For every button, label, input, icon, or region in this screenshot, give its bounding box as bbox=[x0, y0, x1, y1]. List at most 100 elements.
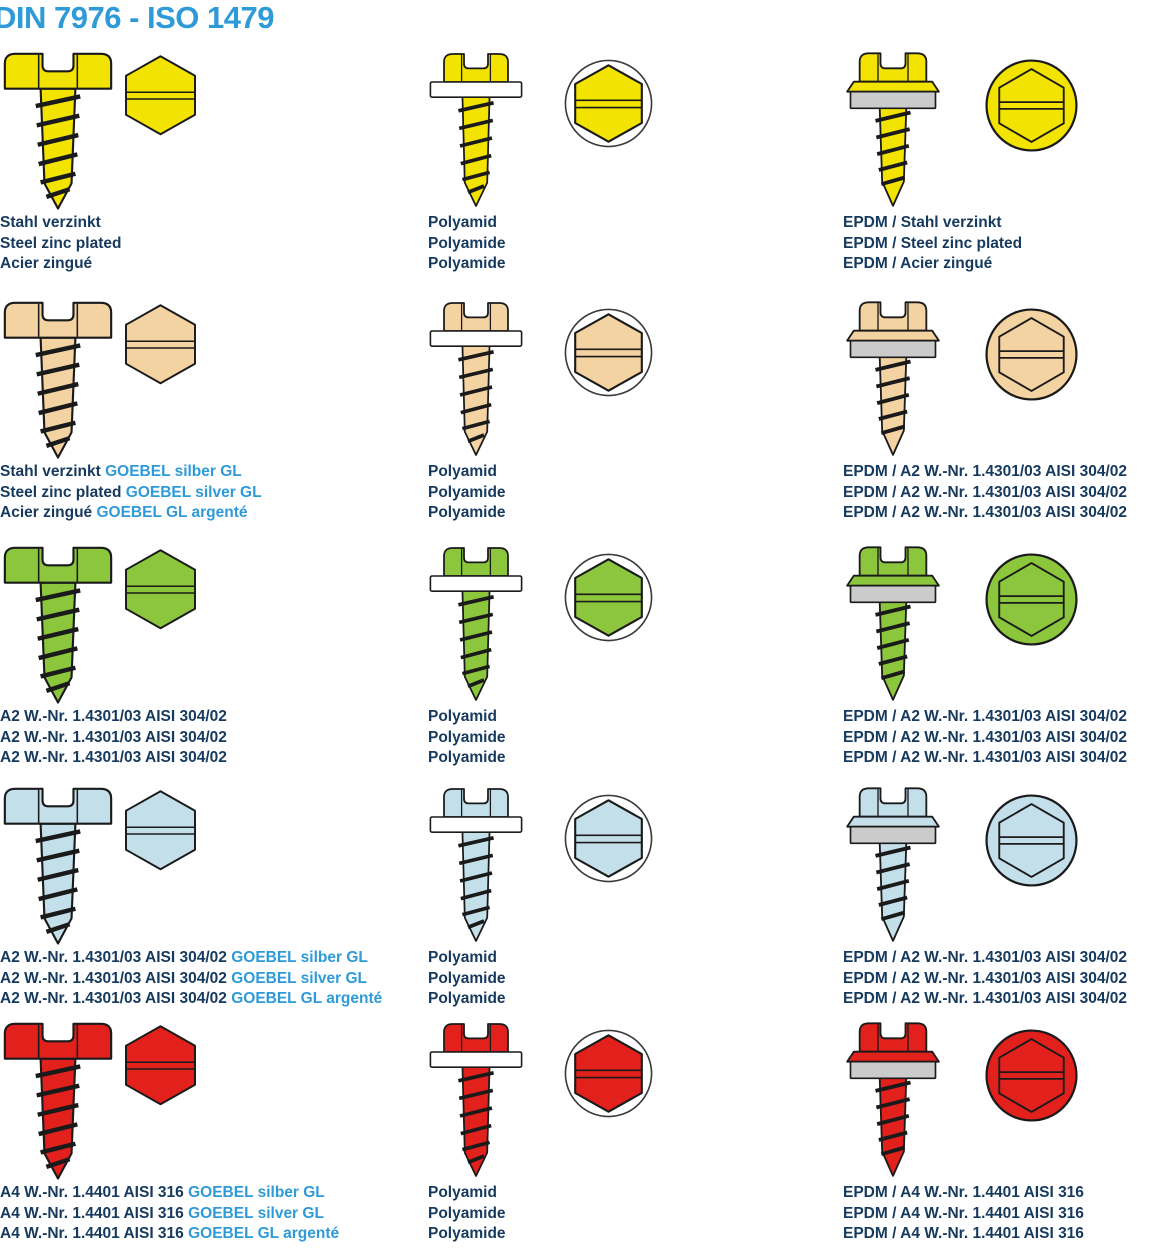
sealing-head-top-icon bbox=[984, 58, 1079, 153]
brand-accent-text: GOEBEL GL argenté bbox=[96, 504, 248, 521]
brand-accent-text: GOEBEL silver GL bbox=[125, 483, 262, 501]
illustration-group bbox=[843, 50, 1160, 208]
brand-accent-text: GOEBEL GL argenté bbox=[231, 990, 383, 1007]
material-text: Acier zingué bbox=[0, 255, 93, 272]
material-text: A2 W.-Nr. 1.4301/03 AISI 304/02 bbox=[0, 708, 227, 725]
material-text: A2 W.-Nr. 1.4301/03 AISI 304/02 bbox=[0, 990, 232, 1007]
slotted-hex-screw-side-icon bbox=[0, 544, 116, 704]
variant-plain-screw: A4 W.-Nr. 1.4401 AISI 316 GOEBEL silber … bbox=[0, 1020, 424, 1242]
material-label-line: Polyamide bbox=[428, 989, 506, 1010]
material-labels: EPDM / A4 W.-Nr. 1.4401 AISI 316 EPDM / … bbox=[843, 1183, 1084, 1245]
material-label-line: Polyamid bbox=[428, 707, 506, 728]
material-text: Acier zingué bbox=[0, 504, 97, 521]
material-label-line: Polyamide bbox=[428, 503, 506, 524]
sealing-screw-side-icon bbox=[843, 1020, 943, 1178]
material-label-line: EPDM / A2 W.-Nr. 1.4301/03 AISI 304/02 bbox=[843, 462, 1127, 483]
material-label-line: Polyamide bbox=[428, 483, 506, 504]
material-label-line: EPDM / A2 W.-Nr. 1.4301/03 AISI 304/02 bbox=[843, 948, 1127, 969]
material-label-line: EPDM / A4 W.-Nr. 1.4401 AISI 316 bbox=[843, 1224, 1084, 1245]
washer-screw-side-icon bbox=[428, 785, 524, 943]
variant-polyamide-washer: Polyamid Polyamide Polyamide bbox=[428, 299, 838, 521]
material-text: Polyamide bbox=[428, 990, 506, 1007]
washer-head-top-icon bbox=[563, 793, 654, 884]
material-text: EPDM / Acier zingué bbox=[843, 255, 993, 272]
variant-plain-screw: Stahl verzinkt GOEBEL silber GL Steel zi… bbox=[0, 299, 424, 521]
sealing-head-top-icon bbox=[984, 793, 1079, 888]
brand-accent-text: GOEBEL silber GL bbox=[231, 949, 368, 966]
variant-plain-screw: A2 W.-Nr. 1.4301/03 AISI 304/02 GOEBEL s… bbox=[0, 785, 424, 1007]
product-row-steel-zinc-goebel: Stahl verzinkt GOEBEL silber GL Steel zi… bbox=[0, 299, 1160, 544]
material-labels: EPDM / A2 W.-Nr. 1.4301/03 AISI 304/02 E… bbox=[843, 948, 1127, 1010]
sealing-head-top-icon bbox=[984, 552, 1079, 647]
material-text: Polyamide bbox=[428, 255, 506, 272]
material-text: A4 W.-Nr. 1.4401 AISI 316 bbox=[0, 1225, 189, 1242]
material-text: Polyamid bbox=[428, 214, 497, 231]
material-label-line: Polyamide bbox=[428, 748, 506, 769]
material-text: Polyamide bbox=[428, 1225, 506, 1242]
material-text: EPDM / Stahl verzinkt bbox=[843, 214, 1002, 231]
material-text: EPDM / A4 W.-Nr. 1.4401 AISI 316 bbox=[843, 1184, 1084, 1201]
variant-plain-screw: A2 W.-Nr. 1.4301/03 AISI 304/02 A2 W.-Nr… bbox=[0, 544, 424, 766]
slotted-hex-screw-side-icon bbox=[0, 50, 116, 210]
material-label-line: Polyamide bbox=[428, 969, 506, 990]
material-label-line: Steel zinc plated GOEBEL silver GL bbox=[0, 483, 262, 504]
sealing-screw-side-icon bbox=[843, 785, 943, 943]
material-label-line: Polyamide bbox=[428, 234, 506, 255]
illustration-group bbox=[0, 299, 424, 459]
material-label-line: Acier zingué GOEBEL GL argenté bbox=[0, 503, 262, 524]
material-labels: A4 W.-Nr. 1.4401 AISI 316 GOEBEL silber … bbox=[0, 1183, 339, 1245]
material-label-line: EPDM / Acier zingué bbox=[843, 254, 1022, 275]
material-text: Polyamide bbox=[428, 749, 506, 766]
material-text: Polyamid bbox=[428, 463, 497, 480]
illustration-group bbox=[0, 544, 424, 704]
illustration-group bbox=[843, 299, 1160, 457]
material-text: Polyamide bbox=[428, 504, 506, 521]
variant-polyamide-washer: Polyamid Polyamide Polyamide bbox=[428, 785, 838, 1007]
material-label-line: EPDM / A2 W.-Nr. 1.4301/03 AISI 304/02 bbox=[843, 728, 1127, 749]
brand-accent-text: GOEBEL silber GL bbox=[105, 463, 242, 480]
material-text: EPDM / A2 W.-Nr. 1.4301/03 AISI 304/02 bbox=[843, 728, 1128, 746]
variant-epdm-washer: EPDM / Stahl verzinkt EPDM / Steel zinc … bbox=[843, 50, 1160, 272]
slotted-hex-screw-side-icon bbox=[0, 299, 116, 459]
material-labels: A2 W.-Nr. 1.4301/03 AISI 304/02 GOEBEL s… bbox=[0, 948, 382, 1010]
material-label-line: EPDM / A2 W.-Nr. 1.4301/03 AISI 304/02 bbox=[843, 707, 1127, 728]
material-text: EPDM / A2 W.-Nr. 1.4301/03 AISI 304/02 bbox=[843, 990, 1128, 1007]
material-text: EPDM / A2 W.-Nr. 1.4301/03 AISI 304/02 bbox=[843, 749, 1128, 766]
illustration-group bbox=[428, 544, 838, 702]
material-text: EPDM / A2 W.-Nr. 1.4301/03 AISI 304/02 bbox=[843, 949, 1128, 966]
material-label-line: Polyamide bbox=[428, 1204, 506, 1225]
sealing-screw-side-icon bbox=[843, 50, 943, 208]
material-text: A2 W.-Nr. 1.4301/03 AISI 304/02 bbox=[0, 969, 232, 987]
washer-head-top-icon bbox=[563, 552, 654, 643]
variant-epdm-washer: EPDM / A2 W.-Nr. 1.4301/03 AISI 304/02 E… bbox=[843, 785, 1160, 1007]
material-label-line: EPDM / Stahl verzinkt bbox=[843, 213, 1022, 234]
illustration-group bbox=[428, 785, 838, 943]
hex-head-top-icon bbox=[123, 548, 198, 631]
hex-head-top-icon bbox=[123, 54, 198, 137]
washer-screw-side-icon bbox=[428, 544, 524, 702]
material-text: A2 W.-Nr. 1.4301/03 AISI 304/02 bbox=[0, 728, 227, 746]
material-text: Polyamide bbox=[428, 483, 506, 501]
slotted-hex-screw-side-icon bbox=[0, 1020, 116, 1180]
material-label-line: Polyamid bbox=[428, 1183, 506, 1204]
brand-accent-text: GOEBEL silber GL bbox=[188, 1184, 325, 1201]
material-text: Polyamid bbox=[428, 1184, 497, 1201]
brand-accent-text: GOEBEL GL argenté bbox=[188, 1225, 340, 1242]
material-label-line: A4 W.-Nr. 1.4401 AISI 316 GOEBEL silver … bbox=[0, 1204, 339, 1225]
material-label-line: A2 W.-Nr. 1.4301/03 AISI 304/02 bbox=[0, 748, 227, 769]
material-label-line: EPDM / A2 W.-Nr. 1.4301/03 AISI 304/02 bbox=[843, 503, 1127, 524]
illustration-group bbox=[0, 1020, 424, 1180]
material-labels: Polyamid Polyamide Polyamide bbox=[428, 213, 506, 275]
material-label-line: Polyamide bbox=[428, 1224, 506, 1245]
material-label-line: Polyamide bbox=[428, 254, 506, 275]
material-text: Polyamide bbox=[428, 1204, 506, 1222]
illustration-group bbox=[0, 785, 424, 945]
washer-screw-side-icon bbox=[428, 1020, 524, 1178]
sealing-head-top-icon bbox=[984, 307, 1079, 402]
variant-plain-screw: Stahl verzinkt Steel zinc plated Acier z… bbox=[0, 50, 424, 272]
material-label-line: Stahl verzinkt bbox=[0, 213, 121, 234]
illustration-group bbox=[428, 299, 838, 457]
product-row-a2-stainless: A2 W.-Nr. 1.4301/03 AISI 304/02 A2 W.-Nr… bbox=[0, 544, 1160, 789]
material-text: Stahl verzinkt bbox=[0, 463, 106, 480]
